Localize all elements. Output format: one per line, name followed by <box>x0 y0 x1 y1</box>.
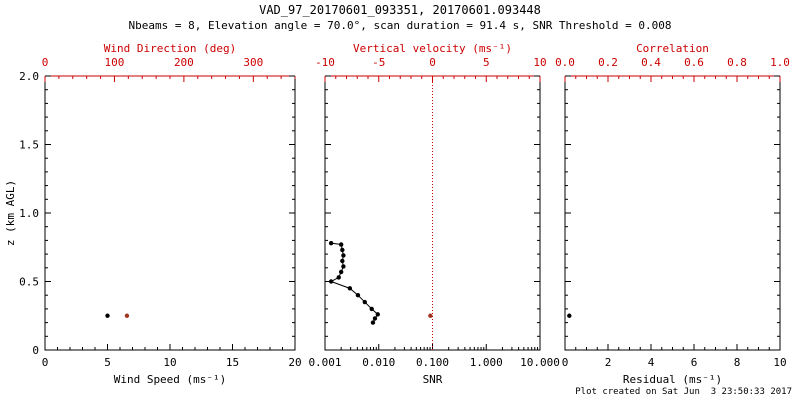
top-tick-label: 10 <box>533 56 546 69</box>
x-tick-label: 0.100 <box>416 356 449 369</box>
x-tick-label: 5 <box>104 356 111 369</box>
plot-subtitle: Nbeams = 8, Elevation angle = 70.0°, sca… <box>128 19 672 32</box>
x-tick-label: 15 <box>226 356 239 369</box>
x-tick-label: 2 <box>605 356 612 369</box>
y-axis-title: z (km AGL) <box>4 180 17 246</box>
top-tick-label: 0.6 <box>684 56 704 69</box>
top-tick-label: -10 <box>315 56 335 69</box>
x-axis-title: SNR <box>423 373 443 386</box>
y-tick-label: 1.0 <box>19 207 39 220</box>
x-tick-label: 0.001 <box>308 356 341 369</box>
plot-title: VAD_97_20170601_093351, 20170601.093448 <box>259 3 541 17</box>
series-line-snr-profile <box>329 242 379 323</box>
panel-wind: 0 5 10 15 20 Wind Speed (ms⁻¹) 0 100 200 300 Wind … <box>19 42 302 386</box>
plot-created-timestamp: Plot created on Sat Jun 3 23:50:33 2017 <box>575 387 792 397</box>
x-tick-label: 20 <box>288 356 301 369</box>
data-point-snr-profile <box>355 293 361 298</box>
x-axis-title: Residual (ms⁻¹) <box>623 373 722 386</box>
y-tick-label: 0.5 <box>19 276 39 289</box>
x-tick-label: 1.000 <box>470 356 503 369</box>
x-tick-label: 10 <box>163 356 176 369</box>
data-point-snr-profile <box>338 242 344 247</box>
y-tick-label: 0 <box>32 344 39 357</box>
data-point-snr-profile <box>340 247 345 253</box>
y-tick-label: 2.0 <box>19 70 39 83</box>
top-tick-label: 100 <box>105 56 125 69</box>
top-tick-label: -5 <box>372 56 385 69</box>
data-point-residual <box>567 313 572 318</box>
top-axis-title: Wind Direction (deg) <box>104 42 236 55</box>
top-tick-label: 200 <box>174 56 194 69</box>
data-point-snr-profile <box>328 279 334 284</box>
top-tick-label: 0 <box>429 56 436 69</box>
data-point-snr-profile <box>362 299 367 305</box>
top-tick-label: 0 <box>42 56 49 69</box>
top-tick-label: 0.2 <box>598 56 618 69</box>
data-point-snr-profile <box>341 264 346 269</box>
data-point-vertical-velocity <box>428 313 433 318</box>
panel-frame <box>44 76 296 351</box>
panel-snr: 0.001 0.010 0.100 1.000 10.000 SNR -10 -5 0 5 10 Ve… <box>308 42 559 386</box>
x-tick-label: 10 <box>773 356 786 369</box>
top-tick-label: 300 <box>243 56 263 69</box>
top-tick-label: 0.0 <box>555 56 575 69</box>
top-tick-label: 1.0 <box>770 56 790 69</box>
x-tick-label: 0 <box>42 356 49 369</box>
top-tick-label: 0.8 <box>727 56 747 69</box>
x-tick-label: 0.010 <box>362 356 395 369</box>
x-tick-label: 4 <box>648 356 655 369</box>
data-point-snr-profile <box>341 253 346 258</box>
data-point-snr-profile <box>336 275 341 280</box>
x-tick-label: 10.000 <box>520 356 560 369</box>
x-tick-label: 8 <box>734 356 741 369</box>
data-point-snr-profile <box>338 269 344 275</box>
data-point-snr-profile <box>372 316 378 321</box>
panel-frame <box>324 76 541 351</box>
panel-frame <box>564 76 781 351</box>
data-point-snr-profile <box>375 312 380 317</box>
top-tick-label: 0.4 <box>641 56 661 69</box>
data-point-snr-profile <box>369 306 374 312</box>
y-tick-label: 1.5 <box>19 139 39 152</box>
top-axis-title: Vertical velocity (ms⁻¹) <box>353 42 512 55</box>
panel-residual: 0 2 4 6 8 10 Residual (ms⁻¹) 0.0 0.2 0.4 0.6 0.8 1.0… <box>555 42 790 386</box>
top-tick-label: 5 <box>483 56 490 69</box>
x-tick-label: 0 <box>562 356 569 369</box>
data-point-snr-profile <box>347 286 353 291</box>
data-point-wind-speed <box>105 313 110 318</box>
data-point-snr-profile <box>370 320 376 325</box>
data-point-wind-direction <box>124 313 130 318</box>
x-tick-label: 6 <box>691 356 698 369</box>
data-point-snr-profile <box>340 258 345 264</box>
top-axis-title: Correlation <box>636 42 709 55</box>
x-axis-title: Wind Speed (ms⁻¹) <box>114 373 227 386</box>
data-point-snr-profile <box>328 240 334 246</box>
